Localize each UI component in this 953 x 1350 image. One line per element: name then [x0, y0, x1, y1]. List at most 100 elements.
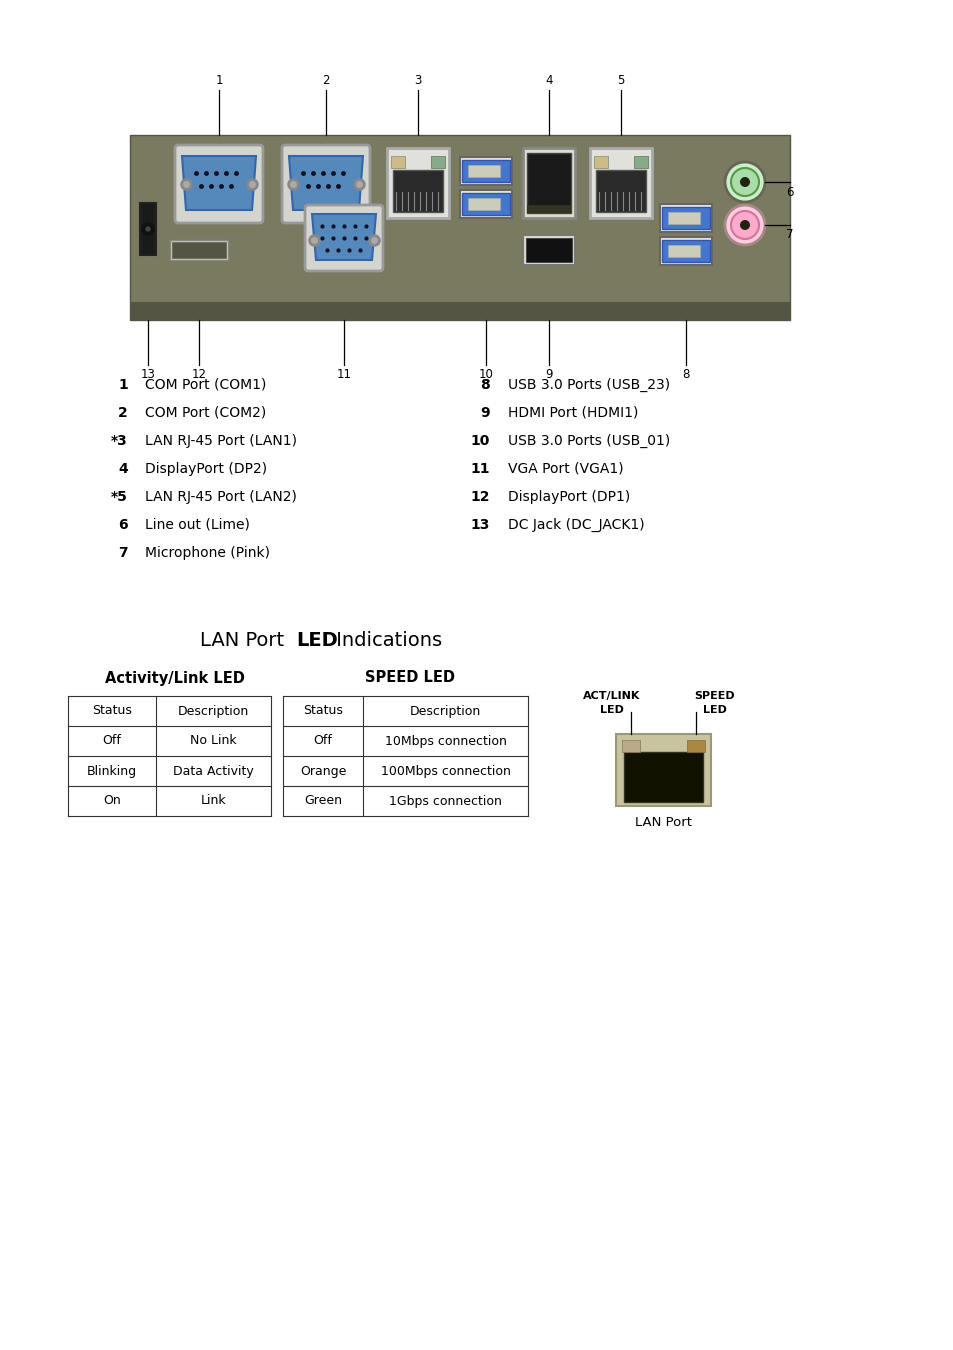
Text: 13: 13 [140, 369, 155, 382]
Bar [686, 740, 704, 752]
Circle shape [146, 227, 150, 231]
Bar [667, 212, 700, 224]
Polygon shape [312, 215, 375, 261]
Text: LAN Port: LAN Port [635, 815, 691, 829]
Text: 5: 5 [617, 73, 624, 86]
Bar [667, 244, 700, 256]
Bar [589, 148, 651, 217]
Text: Status: Status [303, 705, 342, 717]
FancyBboxPatch shape [174, 144, 263, 223]
Bar [659, 238, 711, 265]
Text: 7: 7 [785, 228, 793, 242]
Text: Description: Description [410, 705, 480, 717]
Bar [391, 157, 405, 167]
Bar [130, 135, 789, 320]
Text: 4: 4 [118, 462, 128, 477]
Text: *5: *5 [111, 490, 128, 504]
Text: 1Gbps connection: 1Gbps connection [389, 795, 501, 807]
Text: LED: LED [702, 705, 726, 716]
Bar [130, 302, 789, 320]
Text: HDMI Port (HDMI1): HDMI Port (HDMI1) [507, 406, 638, 420]
Bar [393, 170, 442, 212]
FancyBboxPatch shape [305, 205, 382, 271]
Text: LAN RJ-45 Port (LAN2): LAN RJ-45 Port (LAN2) [145, 490, 296, 504]
Text: 11: 11 [470, 462, 490, 477]
Text: 10Mbps connection: 10Mbps connection [384, 734, 506, 748]
Bar [459, 190, 512, 217]
Text: USB 3.0 Ports (USB_23): USB 3.0 Ports (USB_23) [507, 378, 669, 392]
Text: Data Activity: Data Activity [172, 764, 253, 778]
Text: 13: 13 [470, 518, 490, 532]
Text: 10: 10 [478, 369, 493, 382]
Text: DisplayPort (DP1): DisplayPort (DP1) [507, 490, 630, 504]
Bar [140, 202, 156, 255]
Bar [459, 157, 512, 185]
Bar [461, 193, 510, 215]
Circle shape [730, 167, 759, 196]
Bar [661, 240, 709, 262]
Text: VGA Port (VGA1): VGA Port (VGA1) [507, 462, 623, 477]
Text: 9: 9 [480, 406, 490, 420]
Text: 2: 2 [322, 73, 330, 86]
Text: Off: Off [314, 734, 332, 748]
Text: Indications: Indications [330, 630, 441, 649]
Text: Blinking: Blinking [87, 764, 137, 778]
Text: LED: LED [295, 630, 337, 649]
Bar [525, 238, 572, 262]
Text: 9: 9 [545, 369, 552, 382]
Text: Status: Status [92, 705, 132, 717]
Text: 1: 1 [215, 73, 222, 86]
Circle shape [730, 211, 759, 239]
Bar [594, 157, 607, 167]
Text: LED: LED [599, 705, 623, 716]
Text: Orange: Orange [299, 764, 346, 778]
Text: 1: 1 [118, 378, 128, 392]
Circle shape [740, 220, 749, 230]
Bar [616, 734, 710, 806]
Text: On: On [103, 795, 121, 807]
Text: Link: Link [200, 795, 226, 807]
Text: Green: Green [304, 795, 341, 807]
Text: 11: 11 [336, 369, 351, 382]
Text: SPEED LED: SPEED LED [365, 671, 455, 686]
Text: 10: 10 [470, 433, 490, 448]
Polygon shape [289, 157, 363, 211]
Text: USB 3.0 Ports (USB_01): USB 3.0 Ports (USB_01) [507, 433, 670, 448]
Bar [522, 235, 575, 265]
Bar [170, 240, 228, 261]
FancyBboxPatch shape [282, 144, 370, 223]
Text: 12: 12 [192, 369, 206, 382]
Bar [659, 204, 711, 232]
Text: COM Port (COM2): COM Port (COM2) [145, 406, 266, 420]
Bar [596, 170, 645, 212]
Text: No Link: No Link [190, 734, 236, 748]
Bar [526, 205, 571, 213]
Bar [661, 207, 709, 230]
Bar [621, 740, 639, 752]
Bar [634, 157, 647, 167]
Text: Activity/Link LED: Activity/Link LED [105, 671, 245, 686]
Text: 100Mbps connection: 100Mbps connection [380, 764, 510, 778]
Text: 8: 8 [681, 369, 689, 382]
Text: 8: 8 [479, 378, 490, 392]
Circle shape [142, 223, 153, 235]
Text: SPEED: SPEED [694, 691, 735, 701]
Text: 6: 6 [785, 185, 793, 198]
Circle shape [724, 205, 764, 244]
Text: 12: 12 [470, 490, 490, 504]
Bar [468, 198, 499, 211]
Text: ACT/LINK: ACT/LINK [582, 691, 640, 701]
Text: Line out (Lime): Line out (Lime) [145, 518, 250, 532]
Bar [468, 165, 499, 177]
Text: 4: 4 [545, 73, 552, 86]
Bar [461, 161, 510, 182]
Circle shape [724, 162, 764, 202]
Text: COM Port (COM1): COM Port (COM1) [145, 378, 266, 392]
Text: Microphone (Pink): Microphone (Pink) [145, 545, 270, 560]
Bar [623, 752, 702, 802]
Text: DisplayPort (DP2): DisplayPort (DP2) [145, 462, 267, 477]
Bar [387, 148, 449, 217]
Bar [522, 148, 575, 217]
Text: 2: 2 [118, 406, 128, 420]
Text: 7: 7 [118, 545, 128, 560]
